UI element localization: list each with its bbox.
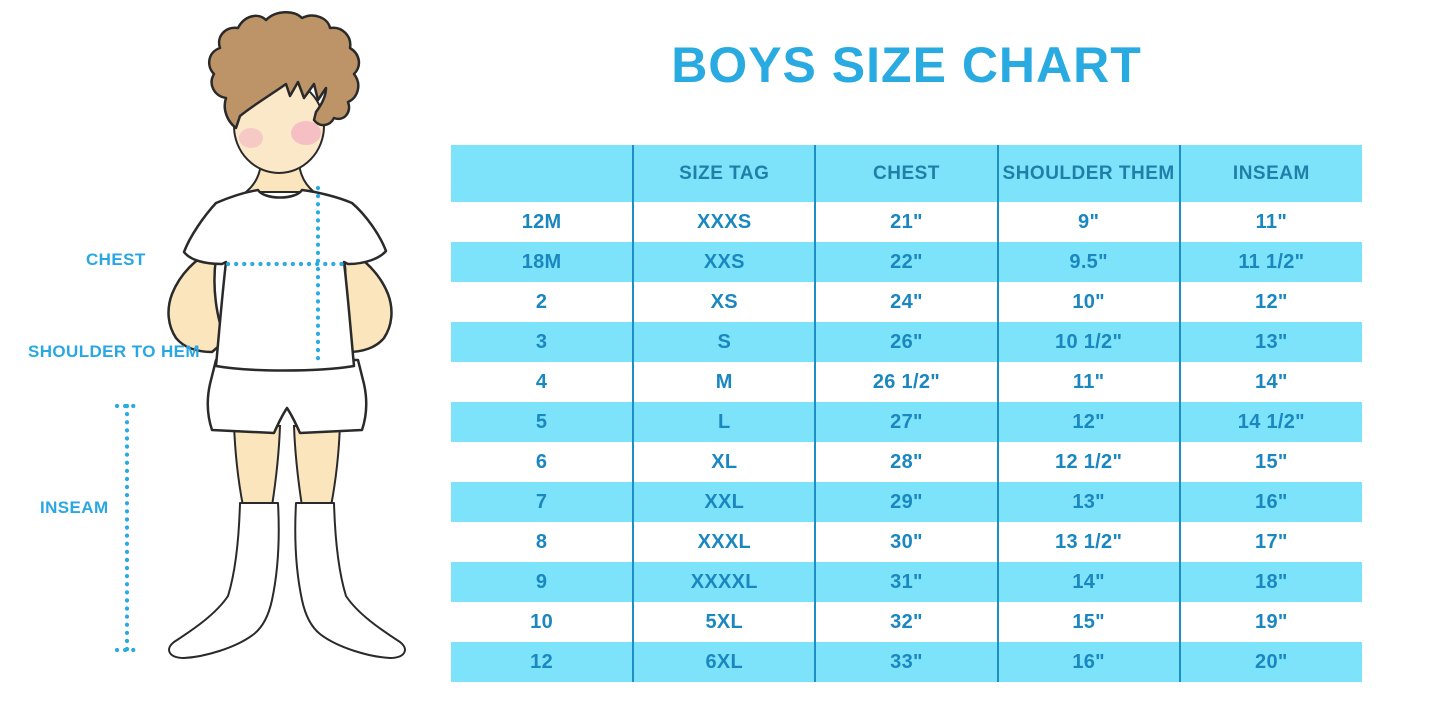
size-tag-cell: 6XL — [633, 642, 817, 682]
inseam-cell: 17" — [1179, 522, 1362, 562]
size-tag-cell: XXS — [633, 242, 817, 282]
size-cell: 5 — [451, 402, 635, 442]
table-header-row: SIZE TAG CHEST SHOULDER THEM INSEAM — [451, 145, 1362, 202]
table-row: 5 L 27" 12" 14 1/2" — [451, 402, 1362, 442]
table-row: 6 XL 28" 12 1/2" 15" — [451, 442, 1362, 482]
boy-shorts — [206, 358, 368, 435]
boy-measurement-figure: CHEST SHOULDER TO HEM INSEAM — [0, 0, 450, 723]
chest-cell: 28" — [815, 442, 999, 482]
size-tag-cell: 5XL — [633, 602, 817, 642]
size-cell: 12 — [451, 642, 635, 682]
inseam-cell: 18" — [1179, 562, 1362, 602]
shoulder-cell: 13 1/2" — [997, 522, 1181, 562]
shoulder-cell: 12" — [997, 402, 1181, 442]
header-cell-inseam: INSEAM — [1179, 145, 1362, 202]
table-row: 12 6XL 33" 16" 20" — [451, 642, 1362, 682]
chest-cell: 22" — [815, 242, 999, 282]
inseam-cell: 12" — [1179, 282, 1362, 322]
shoulder-cell: 14" — [997, 562, 1181, 602]
inseam-cell: 16" — [1179, 482, 1362, 522]
size-tag-cell: XL — [633, 442, 817, 482]
size-tag-cell: XXXL — [633, 522, 817, 562]
chest-cell: 33" — [815, 642, 999, 682]
chest-cell: 30" — [815, 522, 999, 562]
size-tag-cell: XXXS — [633, 202, 817, 242]
shoulder-to-hem-label: SHOULDER TO HEM — [28, 342, 200, 361]
table-row: 9 XXXXL 31" 14" 18" — [451, 562, 1362, 602]
chest-cell: 21" — [815, 202, 999, 242]
shoulder-cell: 11" — [997, 362, 1181, 402]
size-cell: 7 — [451, 482, 635, 522]
inseam-cell: 14" — [1179, 362, 1362, 402]
size-tag-cell: XXL — [633, 482, 817, 522]
shoulder-cell: 16" — [997, 642, 1181, 682]
inseam-measure-line — [114, 403, 144, 653]
boy-legs — [232, 422, 342, 507]
chest-cell: 24" — [815, 282, 999, 322]
table-row: 8 XXXL 30" 13 1/2" 17" — [451, 522, 1362, 562]
boy-hair — [207, 11, 361, 130]
table-row: 10 5XL 32" 15" 19" — [451, 602, 1362, 642]
inseam-cell: 19" — [1179, 602, 1362, 642]
inseam-cell: 20" — [1179, 642, 1362, 682]
table-row: 3 S 26" 10 1/2" 13" — [451, 322, 1362, 362]
boy-blush — [239, 121, 321, 148]
shoulder-cell: 12 1/2" — [997, 442, 1181, 482]
page-title: BOYS SIZE CHART — [671, 37, 1142, 93]
chest-cell: 31" — [815, 562, 999, 602]
inseam-cell: 13" — [1179, 322, 1362, 362]
table-row: 4 M 26 1/2" 11" 14" — [451, 362, 1362, 402]
size-tag-cell: L — [633, 402, 817, 442]
inseam-cell: 11" — [1179, 202, 1362, 242]
inseam-cell: 15" — [1179, 442, 1362, 482]
chest-cell: 26" — [815, 322, 999, 362]
table-row: 7 XXL 29" 13" 16" — [451, 482, 1362, 522]
header-cell-size — [451, 145, 635, 202]
shoulder-cell: 15" — [997, 602, 1181, 642]
shoulder-cell: 9.5" — [997, 242, 1181, 282]
boy-tshirt — [182, 188, 388, 372]
chest-cell: 26 1/2" — [815, 362, 999, 402]
inseam-label: INSEAM — [40, 498, 109, 517]
chest-cell: 27" — [815, 402, 999, 442]
size-tag-cell: S — [633, 322, 817, 362]
chest-label: CHEST — [86, 250, 146, 269]
header-cell-shoulder: SHOULDER THEM — [997, 145, 1181, 202]
size-cell: 2 — [451, 282, 635, 322]
size-cell: 18M — [451, 242, 635, 282]
size-cell: 3 — [451, 322, 635, 362]
size-tag-cell: M — [633, 362, 817, 402]
shoulder-cell: 10" — [997, 282, 1181, 322]
boy-illustration — [114, 11, 406, 659]
size-cell: 9 — [451, 562, 635, 602]
inseam-cell: 14 1/2" — [1179, 402, 1362, 442]
size-cell: 10 — [451, 602, 635, 642]
shoulder-cell: 13" — [997, 482, 1181, 522]
table-row: 12M XXXS 21" 9" 11" — [451, 202, 1362, 242]
size-cell: 12M — [451, 202, 635, 242]
header-cell-chest: CHEST — [815, 145, 999, 202]
size-tag-cell: XXXXL — [633, 562, 817, 602]
shoulder-cell: 9" — [997, 202, 1181, 242]
inseam-cell: 11 1/2" — [1179, 242, 1362, 282]
size-cell: 4 — [451, 362, 635, 402]
size-cell: 8 — [451, 522, 635, 562]
boy-socks — [168, 502, 406, 659]
size-cell: 6 — [451, 442, 635, 482]
header-cell-size-tag: SIZE TAG — [633, 145, 817, 202]
table-row: 18M XXS 22" 9.5" 11 1/2" — [451, 242, 1362, 282]
shoulder-cell: 10 1/2" — [997, 322, 1181, 362]
chest-cell: 29" — [815, 482, 999, 522]
size-tag-cell: XS — [633, 282, 817, 322]
chest-cell: 32" — [815, 602, 999, 642]
table-row: 2 XS 24" 10" 12" — [451, 282, 1362, 322]
size-chart-table: SIZE TAG CHEST SHOULDER THEM INSEAM 12M … — [451, 145, 1362, 682]
